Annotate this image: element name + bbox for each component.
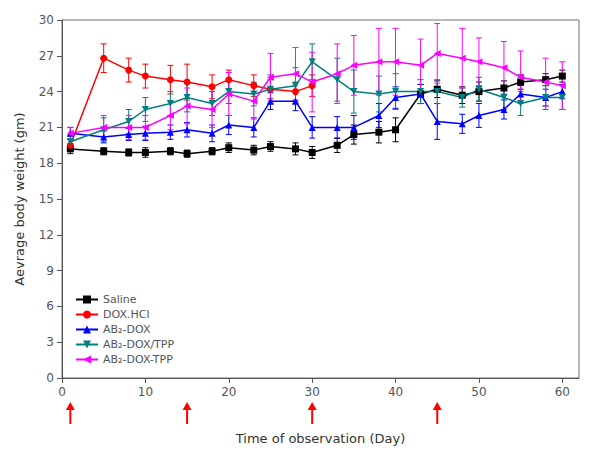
svg-text:15: 15 <box>39 192 54 206</box>
svg-text:AB₂-DOX: AB₂-DOX <box>103 323 151 336</box>
svg-text:0: 0 <box>46 371 54 385</box>
svg-text:10: 10 <box>138 385 153 399</box>
svg-text:AB₂-DOX/TPP: AB₂-DOX/TPP <box>103 338 174 351</box>
svg-text:Saline: Saline <box>103 293 137 306</box>
svg-text:12: 12 <box>39 228 54 242</box>
svg-text:24: 24 <box>39 85 54 99</box>
svg-text:Time of observation (Day): Time of observation (Day) <box>235 431 405 446</box>
svg-text:20: 20 <box>221 385 236 399</box>
svg-text:DOX.HCl: DOX.HCl <box>103 308 149 321</box>
svg-text:50: 50 <box>471 385 486 399</box>
svg-text:Aevrage body weight (gm): Aevrage body weight (gm) <box>12 112 27 285</box>
svg-text:40: 40 <box>388 385 403 399</box>
svg-text:21: 21 <box>39 120 54 134</box>
svg-text:9: 9 <box>46 264 54 278</box>
svg-text:27: 27 <box>39 49 54 63</box>
svg-text:AB₂-DOX-TPP: AB₂-DOX-TPP <box>103 353 173 366</box>
svg-text:0: 0 <box>58 385 66 399</box>
svg-text:6: 6 <box>46 299 54 313</box>
svg-text:3: 3 <box>46 335 54 349</box>
svg-text:18: 18 <box>39 156 54 170</box>
svg-text:30: 30 <box>305 385 320 399</box>
svg-text:60: 60 <box>555 385 570 399</box>
svg-text:30: 30 <box>39 13 54 27</box>
